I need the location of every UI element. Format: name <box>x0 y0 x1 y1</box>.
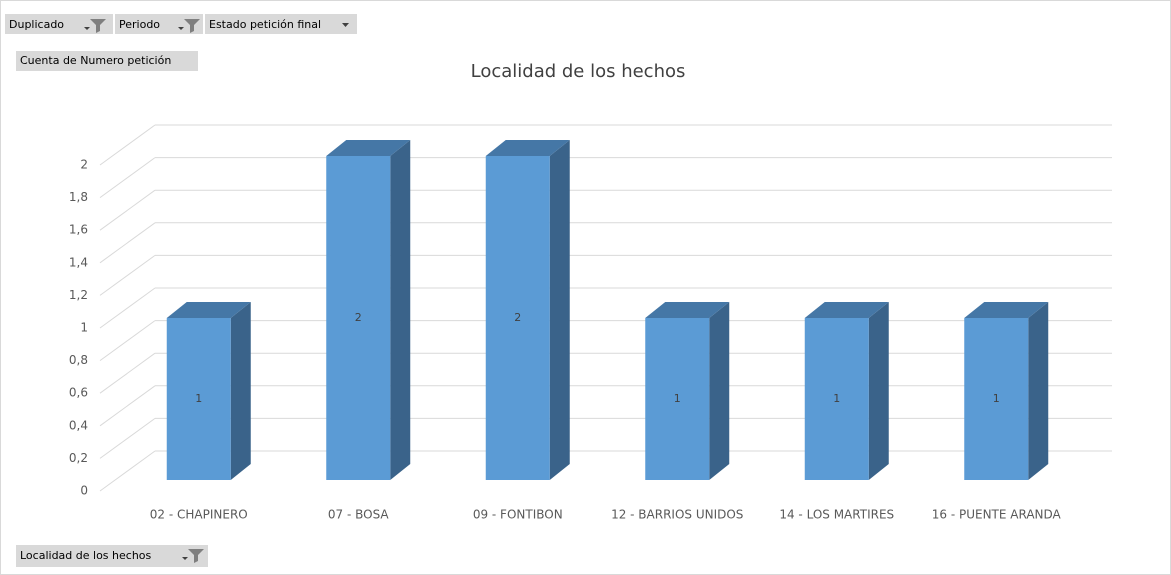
y-tick-label: 1 <box>80 321 88 335</box>
grid-line <box>99 124 156 166</box>
y-tick-label: 0,4 <box>69 418 88 432</box>
filter-button[interactable]: Duplicado <box>5 14 113 34</box>
x-tick-label: 14 - LOS MARTIRES <box>779 508 894 522</box>
filter-button[interactable]: Estado petición final <box>205 14 357 34</box>
y-tick-label: 0,8 <box>69 353 88 367</box>
grid-line <box>99 287 156 329</box>
filter-label: Duplicado <box>9 18 64 31</box>
grid-line <box>99 450 156 492</box>
y-tick-label: 1,6 <box>69 223 88 237</box>
x-tick-label: 16 - PUENTE ARANDA <box>932 508 1062 522</box>
bar-side <box>709 302 730 480</box>
data-label: 1 <box>993 392 1000 405</box>
grid-line <box>99 222 156 264</box>
y-tick-label: 0,2 <box>69 451 88 465</box>
data-label: 1 <box>833 392 840 405</box>
x-tick-label: 09 - FONTIBON <box>473 508 563 522</box>
y-tick-label: 0,6 <box>69 386 88 400</box>
filter-label: Periodo <box>119 18 160 31</box>
data-label: 1 <box>674 392 681 405</box>
value-field-button[interactable]: Cuenta de Numero petición <box>16 51 198 71</box>
bar <box>645 318 710 480</box>
bar-top <box>166 302 251 318</box>
grid-line <box>99 385 156 427</box>
x-tick-label: 12 - BARRIOS UNIDOS <box>611 508 743 522</box>
grid-line <box>99 254 156 296</box>
bar <box>485 156 550 480</box>
x-tick-label: 02 - CHAPINERO <box>150 508 248 522</box>
y-tick-label: 1,2 <box>69 288 88 302</box>
bar <box>964 318 1029 480</box>
bar-side <box>230 302 251 480</box>
bar <box>326 156 391 480</box>
data-label: 1 <box>195 392 202 405</box>
bar-top <box>326 140 411 156</box>
bar <box>804 318 869 480</box>
axis-field-button[interactable]: Localidad de los hechos <box>16 545 208 567</box>
grid-line <box>99 157 156 199</box>
grid-line <box>99 417 156 459</box>
y-tick-label: 1,8 <box>69 190 88 204</box>
bar-top <box>804 302 889 318</box>
x-tick-label: 07 - BOSA <box>328 508 390 522</box>
value-field-label: Cuenta de Numero petición <box>20 54 171 67</box>
axis-field-label: Localidad de los hechos <box>20 549 152 562</box>
data-label: 2 <box>514 311 521 324</box>
filter-label: Estado petición final <box>209 18 321 31</box>
bar-side <box>1028 302 1049 480</box>
y-tick-label: 0 <box>80 484 88 498</box>
bar-side <box>868 302 889 480</box>
bar-top <box>645 302 730 318</box>
bar-top <box>964 302 1049 318</box>
bar <box>166 318 231 480</box>
data-label: 2 <box>355 311 362 324</box>
y-tick-label: 2 <box>80 158 88 172</box>
grid-line <box>99 352 156 394</box>
filter-button[interactable]: Periodo <box>115 14 203 34</box>
chart-title: Localidad de los hechos <box>471 61 686 82</box>
y-tick-label: 1,4 <box>69 255 88 269</box>
bar-side <box>390 140 411 480</box>
bar-top <box>485 140 570 156</box>
bar-side <box>549 140 570 480</box>
grid-line <box>99 320 156 362</box>
grid-line <box>99 189 156 231</box>
